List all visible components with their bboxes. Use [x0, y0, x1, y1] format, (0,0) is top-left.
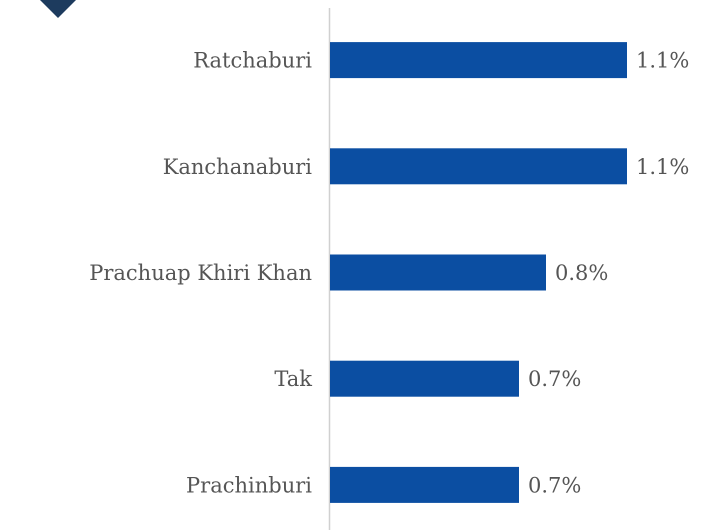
decor-triangle: [40, 0, 76, 18]
y-tick-label: Prachinburi: [186, 473, 312, 497]
data-label: 0.8%: [555, 261, 608, 285]
bar: [330, 148, 627, 185]
bar: [330, 254, 546, 291]
data-label: 0.7%: [528, 473, 581, 497]
y-tick-label: Tak: [274, 367, 312, 391]
bar: [330, 42, 627, 79]
y-tick-label: Ratchaburi: [193, 49, 312, 73]
data-label: 1.1%: [636, 49, 689, 73]
data-label: 1.1%: [636, 155, 689, 179]
data-label: 0.7%: [528, 367, 581, 391]
y-tick-label: Prachuap Khiri Khan: [89, 261, 312, 285]
y-tick-label: Kanchanaburi: [163, 155, 313, 179]
bar: [330, 360, 519, 397]
bar: [330, 466, 519, 503]
